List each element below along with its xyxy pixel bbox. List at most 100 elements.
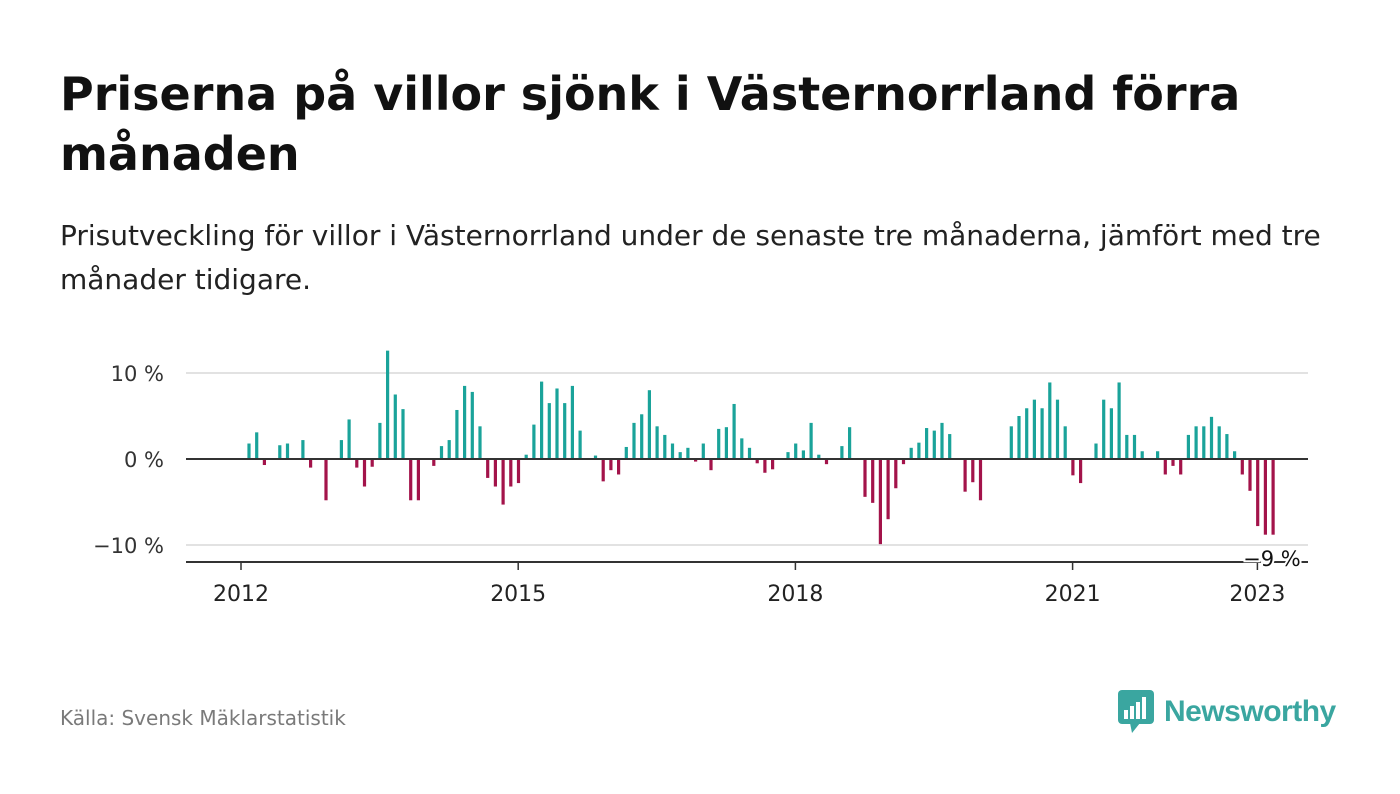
bar bbox=[1225, 434, 1229, 459]
bar bbox=[324, 459, 328, 501]
bar bbox=[1017, 416, 1021, 459]
bar bbox=[1171, 459, 1175, 466]
bar bbox=[1186, 434, 1190, 459]
bar bbox=[724, 427, 728, 459]
brand-logo[interactable]: Newsworthy bbox=[1118, 690, 1336, 734]
bar bbox=[840, 446, 844, 459]
bar bbox=[439, 446, 444, 459]
bar bbox=[709, 459, 713, 471]
x-tick-label: 2018 bbox=[767, 582, 823, 607]
bar bbox=[1009, 426, 1013, 459]
bar bbox=[1209, 416, 1214, 459]
bar bbox=[678, 452, 682, 459]
bar bbox=[285, 443, 290, 459]
bar bbox=[447, 440, 451, 459]
bar bbox=[809, 422, 813, 459]
bar bbox=[563, 403, 567, 459]
bar bbox=[470, 391, 474, 459]
bar bbox=[540, 381, 544, 459]
brand-name: Newsworthy bbox=[1164, 695, 1336, 728]
bar bbox=[755, 459, 759, 464]
bar bbox=[925, 428, 929, 459]
bar bbox=[593, 455, 598, 459]
bar bbox=[909, 447, 913, 459]
bar bbox=[1079, 459, 1083, 484]
x-tick-label: 2021 bbox=[1045, 582, 1101, 607]
bar bbox=[1263, 459, 1267, 535]
bar bbox=[932, 430, 936, 459]
bar bbox=[1025, 408, 1029, 459]
bar bbox=[747, 447, 752, 459]
bar bbox=[416, 459, 420, 501]
bar bbox=[863, 459, 867, 497]
bar bbox=[640, 414, 644, 459]
bar bbox=[670, 443, 675, 459]
bar bbox=[463, 385, 467, 459]
newsworthy-logo-icon bbox=[1118, 690, 1154, 733]
bar bbox=[401, 409, 405, 459]
bar bbox=[1071, 459, 1075, 476]
bar bbox=[255, 432, 259, 459]
last-value-label: −9 % bbox=[1243, 547, 1301, 571]
bar bbox=[339, 440, 343, 459]
bar bbox=[609, 459, 613, 471]
bar bbox=[1063, 426, 1067, 459]
bar bbox=[1125, 434, 1129, 459]
bar bbox=[570, 385, 574, 459]
bar bbox=[886, 459, 890, 520]
x-tick-label: 2015 bbox=[490, 582, 546, 607]
bar bbox=[1240, 459, 1244, 475]
bar bbox=[901, 459, 906, 465]
bar bbox=[794, 443, 798, 459]
bar bbox=[278, 445, 282, 459]
bar bbox=[786, 452, 790, 459]
bar bbox=[1233, 451, 1237, 459]
bar bbox=[1217, 426, 1221, 459]
bar bbox=[894, 459, 898, 489]
bar bbox=[478, 426, 482, 459]
bar bbox=[1032, 399, 1036, 459]
bar bbox=[455, 409, 459, 459]
bar bbox=[1156, 451, 1160, 459]
bar bbox=[1040, 408, 1044, 459]
bar bbox=[647, 390, 651, 459]
bar bbox=[578, 430, 582, 459]
bar bbox=[370, 459, 374, 467]
bar bbox=[532, 424, 536, 459]
bar bbox=[617, 459, 621, 475]
bar bbox=[393, 394, 397, 459]
bar bbox=[824, 459, 829, 465]
chart-subtitle: Prisutveckling för villor i Västernorrla… bbox=[60, 219, 1321, 296]
y-tick-label: 0 % bbox=[124, 448, 164, 472]
bar bbox=[632, 422, 636, 459]
bar bbox=[309, 459, 313, 468]
bar bbox=[601, 459, 605, 482]
bar bbox=[247, 443, 251, 459]
bar bbox=[1055, 399, 1060, 459]
bar bbox=[763, 459, 767, 473]
bar bbox=[1102, 399, 1106, 459]
bar bbox=[871, 459, 875, 503]
bar bbox=[347, 419, 351, 459]
bars bbox=[247, 350, 1275, 545]
bar bbox=[848, 427, 852, 459]
bar bbox=[1140, 451, 1144, 459]
bar bbox=[978, 459, 983, 501]
x-tick-label: 2012 bbox=[213, 582, 269, 607]
bar bbox=[386, 350, 390, 459]
bar bbox=[524, 454, 528, 459]
bar bbox=[917, 442, 921, 459]
bar bbox=[732, 403, 736, 459]
bar bbox=[771, 459, 775, 470]
y-tick-label: 10 % bbox=[111, 362, 164, 386]
bar bbox=[493, 459, 497, 487]
bar bbox=[1194, 426, 1198, 459]
bar bbox=[694, 459, 698, 462]
bar bbox=[486, 459, 490, 478]
bar bbox=[501, 459, 505, 505]
x-tick-label: 2023 bbox=[1229, 582, 1285, 607]
bar bbox=[1094, 443, 1098, 459]
bar bbox=[1248, 459, 1252, 491]
bar bbox=[1202, 426, 1206, 459]
bar bbox=[378, 422, 382, 459]
